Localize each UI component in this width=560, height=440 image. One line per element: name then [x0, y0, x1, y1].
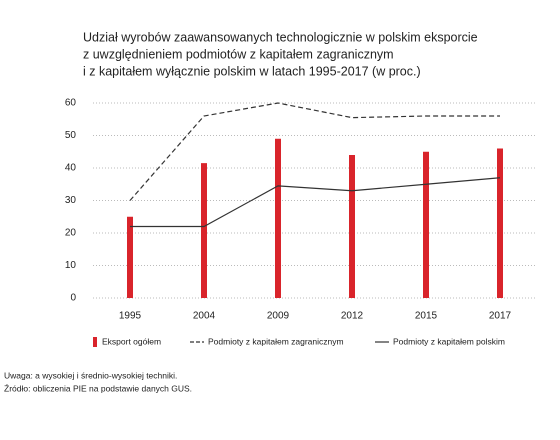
y-tick-label: 50: [65, 130, 77, 141]
bar: [127, 216, 133, 298]
bar: [349, 155, 355, 298]
legend-label: Eksport ogółem: [102, 336, 161, 346]
chart-title: i z kapitałem wyłącznie polskim w latach…: [83, 64, 421, 78]
y-tick-label: 60: [65, 98, 77, 109]
legend-label: Podmioty z kapitałem zagranicznym: [208, 336, 344, 346]
note: Uwaga: a wysokiej i średnio-wysokiej tec…: [4, 370, 177, 380]
legend-label: Podmioty z kapitałem polskim: [393, 336, 505, 346]
y-tick-label: 10: [65, 260, 77, 271]
bar: [201, 163, 207, 298]
x-tick-label: 2015: [415, 311, 438, 322]
note: Źródło: obliczenia PIE na podstawie dany…: [4, 383, 192, 393]
bar: [423, 151, 429, 298]
x-tick-label: 2017: [489, 311, 512, 322]
line: [129, 102, 500, 201]
x-tick-label: 2004: [193, 311, 216, 322]
chart-title: Udział wyrobów zaawansowanych technologi…: [83, 30, 478, 44]
x-tick-label: 2012: [341, 311, 364, 322]
chart-title: z uwzględnieniem podmiotów z kapitałem z…: [83, 47, 394, 61]
y-tick-label: 20: [65, 228, 77, 239]
y-tick-label: 30: [65, 195, 77, 206]
y-tick-label: 0: [70, 293, 76, 304]
legend-marker: [93, 337, 97, 347]
y-tick-label: 40: [65, 163, 77, 174]
x-tick-label: 1995: [119, 311, 142, 322]
line: [130, 177, 501, 228]
bar: [497, 148, 503, 298]
x-tick-label: 2009: [267, 311, 290, 322]
bar: [275, 138, 281, 298]
